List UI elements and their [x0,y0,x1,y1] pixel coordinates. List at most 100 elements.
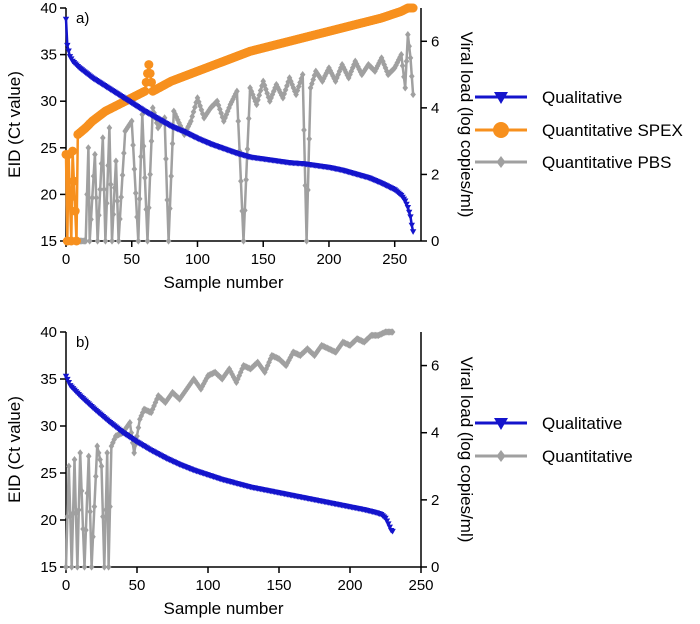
data-point [106,124,113,132]
data-point [168,390,174,399]
data-point [63,563,69,571]
data-point [378,54,385,62]
panel-a: 0 50 100 150 200 250 15 20 25 30 35 40 0 2 4 6 Sample nu… [5,0,683,292]
data-point [189,112,196,121]
data-point [70,206,80,216]
data-point [289,80,295,89]
data-point [361,66,368,75]
data-point [81,563,88,571]
data-point [65,193,75,203]
data-point [218,109,224,117]
data-point [302,181,309,190]
data-point [118,193,125,201]
data-point [382,515,389,522]
data-point [286,356,292,364]
data-point [182,387,189,395]
data-point [405,31,411,39]
data-point [239,365,245,373]
y-tick-label: 15 [40,233,57,250]
data-point [242,206,248,214]
data-point [105,161,111,170]
data-point [140,86,150,96]
data-point [181,389,187,397]
data-point [309,80,315,88]
y-tick-label: 25 [40,140,57,157]
data-point [144,237,151,245]
data-point [408,3,418,13]
data-point [107,502,113,511]
data-point [88,563,95,571]
data-point [176,395,183,403]
data-point [348,67,355,75]
data-point [94,442,101,450]
data-point [245,114,252,123]
y-tick-label: 40 [40,324,57,341]
data-point [397,53,403,61]
data-point [219,113,226,121]
data-point [284,359,291,367]
data-point [69,176,79,186]
data-point [200,380,207,388]
data-point [139,408,146,417]
panel-label: b) [76,334,89,351]
data-point [407,54,414,62]
data-point [164,196,171,204]
data-point [72,236,82,246]
data-point [196,383,203,391]
data-point [183,385,190,393]
data-point [86,237,93,245]
data-point [298,74,305,83]
data-point [274,83,281,91]
data-point [148,408,154,417]
x-tick-label: 50 [129,577,146,594]
data-point [78,487,85,495]
y-tick-label: 30 [40,93,57,110]
data-point [64,513,71,521]
x-tick-label: 50 [123,251,140,268]
data-point [383,518,391,525]
data-point [235,117,242,125]
legend-label: Quantitative [542,447,633,466]
data-point [186,381,193,389]
panel-b: 0 50 100 150 200 250 15 20 25 30 35 40 0 2 4 6 Sample nu… [5,324,633,618]
legend-label: Quantitative SPEX [542,121,683,140]
data-point [68,563,75,571]
data-point [333,348,339,356]
data-point [145,68,155,78]
data-point [199,382,206,390]
data-point [64,42,71,49]
data-point [281,90,288,98]
data-point [98,462,105,470]
legend-marker-diamond [496,156,506,168]
data-point [229,370,235,378]
data-point [276,86,282,94]
legend-label: Qualitative [542,88,622,107]
legend-marker-circle [493,122,509,138]
data-point [259,364,265,372]
data-point [406,42,412,50]
data-point [184,125,190,133]
data-point [233,378,240,386]
data-point [277,88,284,97]
data-point [234,87,240,95]
y2-tick-label: 0 [431,559,439,576]
data-point [95,449,102,457]
data-point [103,199,110,207]
data-point [280,94,286,102]
data-point [398,51,405,59]
y2-tick-label: 6 [431,33,439,50]
data-point [135,424,142,432]
data-point [174,116,181,124]
data-point [288,351,295,359]
data-point [66,462,72,470]
data-point [273,80,280,89]
panel-label: a) [76,10,89,27]
data-point [135,237,142,245]
data-point [326,64,332,72]
data-point [178,393,184,401]
data-point [343,68,349,77]
data-point [256,91,263,99]
data-point [74,563,81,571]
data-point [109,237,115,245]
y2-axis-label: Viral load (log copies/ml) [457,357,476,543]
